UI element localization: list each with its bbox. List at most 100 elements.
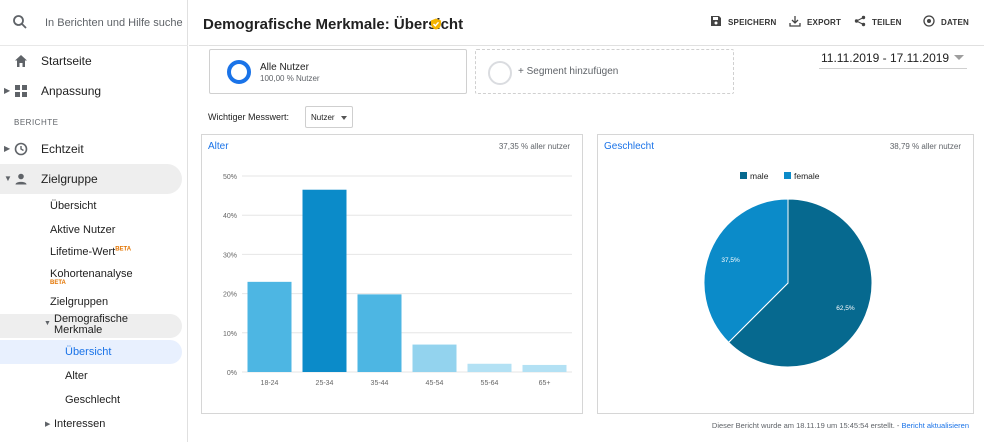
date-range-picker[interactable]: 11.11.2019 - 17.11.2019 [819,49,967,69]
metric-select[interactable]: Nutzer [305,106,353,128]
dashboard-icon [14,84,28,103]
gender-pie-chart: male female 62,5% 37,5% [703,171,873,368]
sidebar-subitem-label: Alter [65,370,88,382]
legend-swatch-male [740,172,747,179]
date-range-text: 11.11.2019 - 17.11.2019 [821,51,950,65]
y-tick-label: 30% [223,252,237,259]
insights-button[interactable]: DATEN [923,15,969,27]
sidebar-subitem-label: Demografische Merkmale [54,313,128,336]
sidebar-item-label: Startseite [41,54,92,68]
x-tick-label: 65+ [539,380,551,387]
search-placeholder: In Berichten und Hilfe suche [45,17,183,29]
x-tick-label: 35-44 [371,380,389,387]
segment-ring-icon [227,60,251,84]
report-footer: Dieser Bericht wurde am 18.11.19 um 15:4… [189,421,984,430]
bar-65+[interactable] [522,364,567,372]
caret-down-icon: ▼ [44,320,51,327]
sidebar-subitem-label: Geschlecht [65,394,121,406]
caret-right-icon: ▶ [45,421,51,428]
age-panel: Alter 37,35 % aller nutzer 0% 10% 20% 30% 40… [201,134,583,414]
export-button[interactable]: EXPORT [789,16,842,27]
sidebar-subitem-label: Lifetime-WertBETA [50,246,131,258]
caret-right-icon: ▶ [4,144,11,153]
share-icon [854,15,866,29]
bar-18-24[interactable] [247,281,292,372]
x-tick-label: 45-54 [426,380,444,387]
sidebar-subitem-uebersicht[interactable]: Übersicht [0,200,188,218]
save-button-label: SPEICHERN [728,18,777,27]
save-icon [710,15,722,29]
x-tick-label: 18-24 [261,380,279,387]
sidebar-subitem-interessen[interactable]: ▶ Interessen [0,418,188,436]
report-timestamp: Dieser Bericht wurde am 18.11.19 um 15:4… [711,421,902,430]
beta-badge: BETA [50,280,66,286]
home-icon [14,54,28,73]
sidebar-subitem-label: Kohortenanalyse [50,268,133,280]
sidebar-subitem-label: Übersicht [50,200,97,212]
x-tick-label: 25-34 [316,380,334,387]
page-title: Demografische Merkmale: Übersicht [203,16,464,33]
sidebar-subitem-demografische-merkmale[interactable]: ▼ Demografische Merkmale [0,314,182,338]
sidebar-subitem-label: Zielgruppen [50,296,109,308]
sidebar-subitem-zielgruppen[interactable]: Zielgruppen [0,296,188,314]
insights-button-label: DATEN [941,18,969,27]
download-icon [789,15,801,29]
caret-right-icon: ▶ [4,86,11,95]
sidebar-item-anpassung[interactable]: ▶ Anpassung [0,76,188,106]
export-button-label: EXPORT [807,18,842,27]
sidebar-item-echtzeit[interactable]: ▶ Echtzeit [0,134,188,164]
add-segment-label: + Segment hinzufügen [518,66,619,77]
metric-select-value: Nutzer [311,113,335,122]
dropdown-arrow-icon [341,116,347,120]
beta-badge: BETA [115,246,132,253]
age-bar-chart: 0% 10% 20% 30% 40% 50% 18-24 25-34 35-44 45-54 55-… [223,174,572,387]
pie-data-label: 62,5% [836,305,855,312]
sidebar-subitem-aktive-nutzer[interactable]: Aktive Nutzer [0,224,188,242]
segment-name: Alle Nutzer [260,62,309,73]
sidebar-demo-alter[interactable]: Alter [0,364,182,388]
bar-45-54[interactable] [412,344,457,372]
pie-slice-female[interactable] [703,198,789,344]
caret-down-icon: ▼ [4,174,12,183]
sidebar-demo-uebersicht[interactable]: Übersicht [0,340,182,364]
sidebar-subitem-lifetime-wert[interactable]: Lifetime-WertBETA [0,246,188,264]
age-panel-pct: 37,35 % aller nutzer [498,142,570,151]
segment-percentage: 100,00 % Nutzer [260,74,320,83]
refresh-report-link[interactable]: Bericht aktualisieren [901,421,969,430]
gender-panel-pct: 38,79 % aller nutzer [889,142,961,151]
sidebar: In Berichten und Hilfe suche Startseite … [0,0,188,442]
legend-label-male[interactable]: male [750,171,769,181]
gender-panel-title[interactable]: Geschlecht [604,141,655,152]
sidebar-demo-geschlecht[interactable]: Geschlecht [0,388,182,412]
y-tick-label: 40% [223,213,237,220]
report-content: Alle Nutzer 100,00 % Nutzer + Segment hi… [189,47,984,442]
bar-35-44[interactable] [357,294,402,372]
report-header: Demografische Merkmale: Übersicht SPEICH… [189,0,984,46]
clock-icon [14,142,28,161]
dropdown-arrow-icon [954,55,964,60]
legend-label-female[interactable]: female [794,171,820,181]
legend-swatch-female [784,172,791,179]
sidebar-item-startseite[interactable]: Startseite [0,46,188,76]
verified-badge-icon [430,17,442,35]
pie-data-label: 37,5% [721,257,740,264]
sidebar-item-label: Anpassung [41,84,102,98]
pie-slice-male[interactable] [727,198,873,368]
bar-55-64[interactable] [467,363,512,372]
age-panel-title[interactable]: Alter [208,141,229,152]
segment-ring-placeholder-icon [488,61,512,85]
sidebar-subitem-kohortenanalyse[interactable]: Kohortenanalyse BETA [0,268,188,290]
add-segment-button[interactable]: + Segment hinzufügen [475,49,734,94]
lifetime-wert-text: Lifetime-Wert [50,246,116,258]
sidebar-item-label: Echtzeit [41,142,84,156]
sidebar-item-zielgruppe[interactable]: ▼ Zielgruppe [0,164,182,194]
gender-panel: Geschlecht 38,79 % aller nutzer male fema… [597,134,974,414]
share-button[interactable]: TEILEN [854,15,902,27]
search-bar[interactable]: In Berichten und Hilfe suche [0,0,188,46]
person-icon [14,172,28,191]
insights-icon [923,15,935,29]
segment-card-all-users[interactable]: Alle Nutzer 100,00 % Nutzer [209,49,467,94]
share-button-label: TEILEN [872,18,902,27]
bar-25-34[interactable] [302,189,347,372]
save-button[interactable]: SPEICHERN [711,16,777,27]
